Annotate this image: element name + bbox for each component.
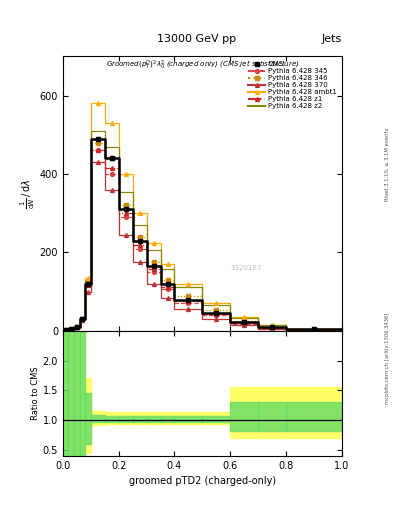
Text: 13000 GeV pp: 13000 GeV pp <box>157 33 236 44</box>
Text: mcplots.cern.ch [arXiv:1306.3436]: mcplots.cern.ch [arXiv:1306.3436] <box>385 313 390 404</box>
Text: Rivet 3.1.10, ≥ 3.1M events: Rivet 3.1.10, ≥ 3.1M events <box>385 127 390 201</box>
Text: Groomed$(p_T^D)^2\lambda_0^2$ (charged only) (CMS jet substructure): Groomed$(p_T^D)^2\lambda_0^2$ (charged o… <box>106 59 299 72</box>
Text: 1920187: 1920187 <box>230 266 262 271</box>
Y-axis label: Ratio to CMS: Ratio to CMS <box>31 367 40 420</box>
Y-axis label: $\frac{1}{\mathrm{d}N}\,/\,\mathrm{d}\lambda$: $\frac{1}{\mathrm{d}N}\,/\,\mathrm{d}\la… <box>18 179 37 208</box>
Text: Jets: Jets <box>321 33 342 44</box>
Legend: CMS, Pythia 6.428 345, Pythia 6.428 346, Pythia 6.428 370, Pythia 6.428 ambt1, P: CMS, Pythia 6.428 345, Pythia 6.428 346,… <box>247 60 338 111</box>
X-axis label: groomed pTD2 (charged-only): groomed pTD2 (charged-only) <box>129 476 276 486</box>
